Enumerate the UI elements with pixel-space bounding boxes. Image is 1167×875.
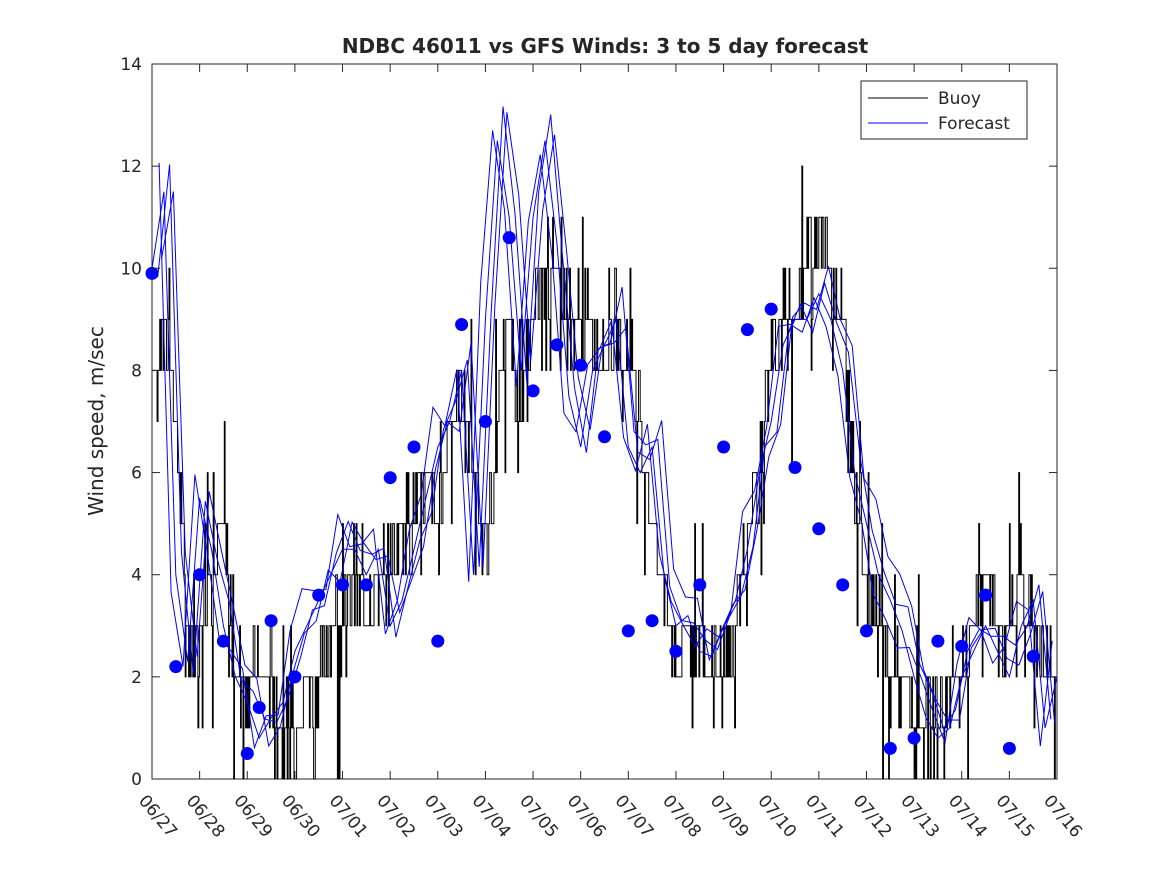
forecast-point [860, 624, 873, 638]
forecast-point [883, 741, 897, 755]
forecast-point [788, 461, 802, 474]
forecast-point [931, 634, 945, 648]
forecast-point [240, 747, 254, 760]
forecast-point [764, 302, 778, 316]
forecast-point [193, 568, 207, 582]
forecast-point [264, 614, 278, 628]
forecast-point [574, 358, 588, 372]
forecast-point [288, 670, 302, 684]
forecast-point [550, 338, 564, 352]
legend-box [860, 80, 1028, 140]
y-tick-label: 6 [131, 464, 142, 484]
forecast-point [359, 578, 373, 592]
y-tick-label: 0 [131, 770, 142, 790]
forecast-point [478, 415, 492, 428]
chart-title: NDBC 46011 vs GFS Winds: 3 to 5 day fore… [342, 34, 869, 58]
y-axis: 0 2 4 6 8 10 12 14 [120, 55, 1057, 790]
forecast-point [455, 318, 469, 331]
buoy-series-line [152, 165, 1057, 780]
forecast-point [169, 660, 183, 674]
forecast-point [312, 588, 326, 602]
series-layer [151, 106, 1058, 780]
forecast-point [717, 440, 731, 454]
forecast-point [907, 731, 921, 745]
forecast-point [740, 323, 754, 337]
legend-forecast-label: Forecast [938, 114, 1010, 134]
y-axis-label: Wind speed, m/sec [84, 326, 108, 516]
axes-box [151, 63, 1058, 780]
y-tick-label: 12 [120, 157, 142, 177]
forecast-point [955, 639, 969, 653]
forecast-series-line [151, 140, 1058, 740]
forecast-point [1026, 649, 1040, 663]
y-tick-label: 14 [120, 55, 142, 75]
forecast-point [693, 578, 707, 592]
forecast-point [1002, 741, 1016, 755]
forecast-point [812, 522, 826, 536]
forecast-point [502, 231, 516, 245]
forecast-point [407, 440, 421, 454]
forecast-point [598, 430, 611, 444]
forecast-point [216, 634, 230, 648]
forecast-point [431, 634, 445, 648]
legend: Buoy Forecast [860, 80, 1028, 140]
y-tick-label: 2 [131, 668, 142, 688]
forecast-series-line [158, 130, 1053, 750]
forecast-point [383, 471, 397, 485]
forecast-point [979, 588, 993, 602]
forecast-point [669, 644, 683, 658]
y-tick-label: 8 [131, 361, 142, 381]
forecast-point [645, 614, 659, 628]
legend-buoy-label: Buoy [938, 89, 981, 109]
forecast-point [145, 266, 159, 280]
forecast-point [336, 578, 349, 592]
forecast-series-line [161, 112, 1056, 748]
marker-layer [145, 231, 1040, 760]
y-tick-label: 10 [120, 259, 142, 279]
forecast-point [621, 624, 635, 638]
forecast-point [526, 384, 540, 398]
y-tick-label: 4 [131, 566, 142, 586]
forecast-point [836, 578, 850, 592]
plot-area [151, 63, 1058, 780]
forecast-point [252, 701, 266, 714]
